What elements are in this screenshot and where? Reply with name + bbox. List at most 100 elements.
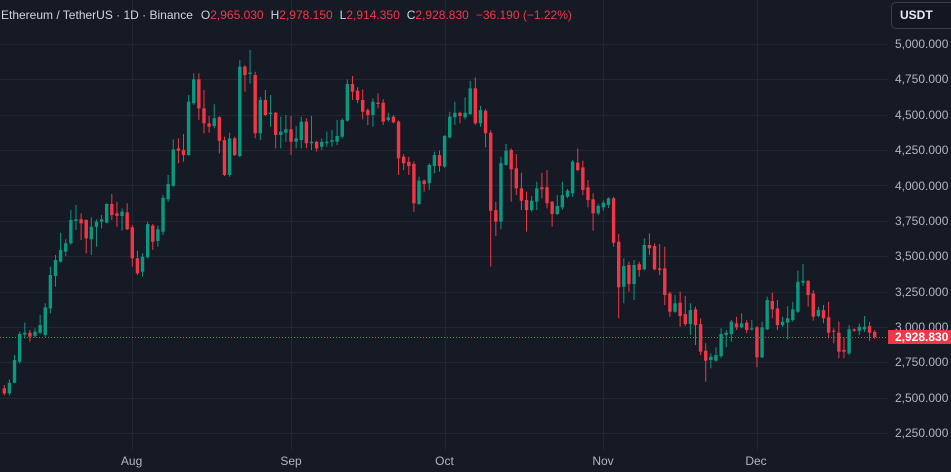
candle xyxy=(657,244,662,275)
candle xyxy=(258,96,262,141)
candle xyxy=(115,201,119,227)
price-axis-label: 3,750.000 xyxy=(895,213,949,228)
candle xyxy=(519,172,524,211)
candle xyxy=(207,116,211,133)
candle xyxy=(64,239,68,257)
candle xyxy=(243,65,247,92)
candle xyxy=(448,111,452,139)
candle xyxy=(576,148,580,172)
candle xyxy=(709,353,713,369)
candle xyxy=(780,316,785,327)
close-value: 2,928.830 xyxy=(415,7,469,22)
candle xyxy=(202,89,206,134)
candle xyxy=(145,221,150,259)
candle xyxy=(212,104,216,129)
candle xyxy=(637,261,641,277)
price-axis-label: 3,500.000 xyxy=(895,249,949,264)
candle xyxy=(284,115,288,142)
candle xyxy=(796,270,800,313)
candle xyxy=(837,321,841,359)
time-axis-label: Oct xyxy=(435,454,454,468)
ohlc-close: C 2,928.830 xyxy=(407,8,469,22)
chart-pane[interactable] xyxy=(0,0,888,450)
candle xyxy=(652,243,657,271)
candle xyxy=(785,306,790,340)
candle xyxy=(565,188,570,199)
candle xyxy=(227,132,232,177)
candle xyxy=(33,328,37,338)
candle xyxy=(668,291,672,317)
candle xyxy=(832,328,836,344)
candle xyxy=(663,246,667,305)
candle xyxy=(499,156,503,230)
candle xyxy=(197,73,201,120)
price-axis-label: 4,000.000 xyxy=(895,178,949,193)
candle xyxy=(273,111,278,149)
candle xyxy=(130,225,134,267)
candle xyxy=(570,159,575,197)
candle xyxy=(826,301,831,339)
price-axis-label: 2,750.000 xyxy=(895,355,949,370)
candle xyxy=(724,330,728,348)
close-label: C xyxy=(406,7,416,22)
price-axis[interactable] xyxy=(888,32,951,450)
price-axis-label: 4,750.000 xyxy=(895,72,949,87)
candle xyxy=(606,197,611,209)
candle xyxy=(304,118,309,149)
candle xyxy=(294,126,298,149)
high-label: H xyxy=(270,7,280,22)
candle xyxy=(642,238,646,271)
symbol-title: Ethereum / TetherUS · 1D · Binance xyxy=(1,7,193,22)
candle xyxy=(23,322,27,339)
candle xyxy=(442,135,447,168)
candle xyxy=(473,77,478,125)
candle xyxy=(617,233,621,319)
candle xyxy=(483,109,488,148)
candle xyxy=(704,343,708,382)
candle xyxy=(678,291,682,327)
candle xyxy=(524,191,529,232)
candle xyxy=(268,95,273,127)
candle xyxy=(181,133,186,162)
candle xyxy=(775,300,780,331)
candle xyxy=(79,213,83,241)
candle xyxy=(867,321,872,341)
candle xyxy=(611,196,616,247)
candle xyxy=(166,174,170,202)
candle xyxy=(17,331,22,364)
candle xyxy=(852,328,856,332)
candle xyxy=(514,154,518,196)
low-value: 2,914.350 xyxy=(346,7,400,22)
price-axis-label: 5,000.000 xyxy=(895,37,949,51)
candle xyxy=(750,319,754,331)
candle xyxy=(135,250,140,275)
candle xyxy=(453,101,457,126)
candle xyxy=(673,295,677,313)
candle xyxy=(253,71,257,139)
candle xyxy=(120,208,124,231)
candle xyxy=(765,296,769,331)
time-axis-label: Aug xyxy=(120,454,143,468)
candle xyxy=(468,80,472,116)
candle xyxy=(248,49,252,84)
candle xyxy=(791,301,795,322)
candle xyxy=(432,151,437,174)
candle xyxy=(263,89,268,117)
low-label: L xyxy=(339,7,347,22)
candle xyxy=(550,201,554,227)
candle xyxy=(386,112,390,122)
currency-button[interactable]: USDT xyxy=(891,2,951,29)
candle xyxy=(504,144,508,166)
candle xyxy=(376,93,380,109)
candle xyxy=(366,108,370,126)
candle xyxy=(289,116,293,156)
candle xyxy=(320,138,324,150)
candle xyxy=(647,233,652,256)
candle xyxy=(325,131,329,147)
candle xyxy=(509,148,513,202)
candle xyxy=(2,385,6,396)
candle xyxy=(801,264,805,287)
candle xyxy=(760,321,764,359)
candle xyxy=(371,98,375,127)
candle xyxy=(156,225,160,247)
